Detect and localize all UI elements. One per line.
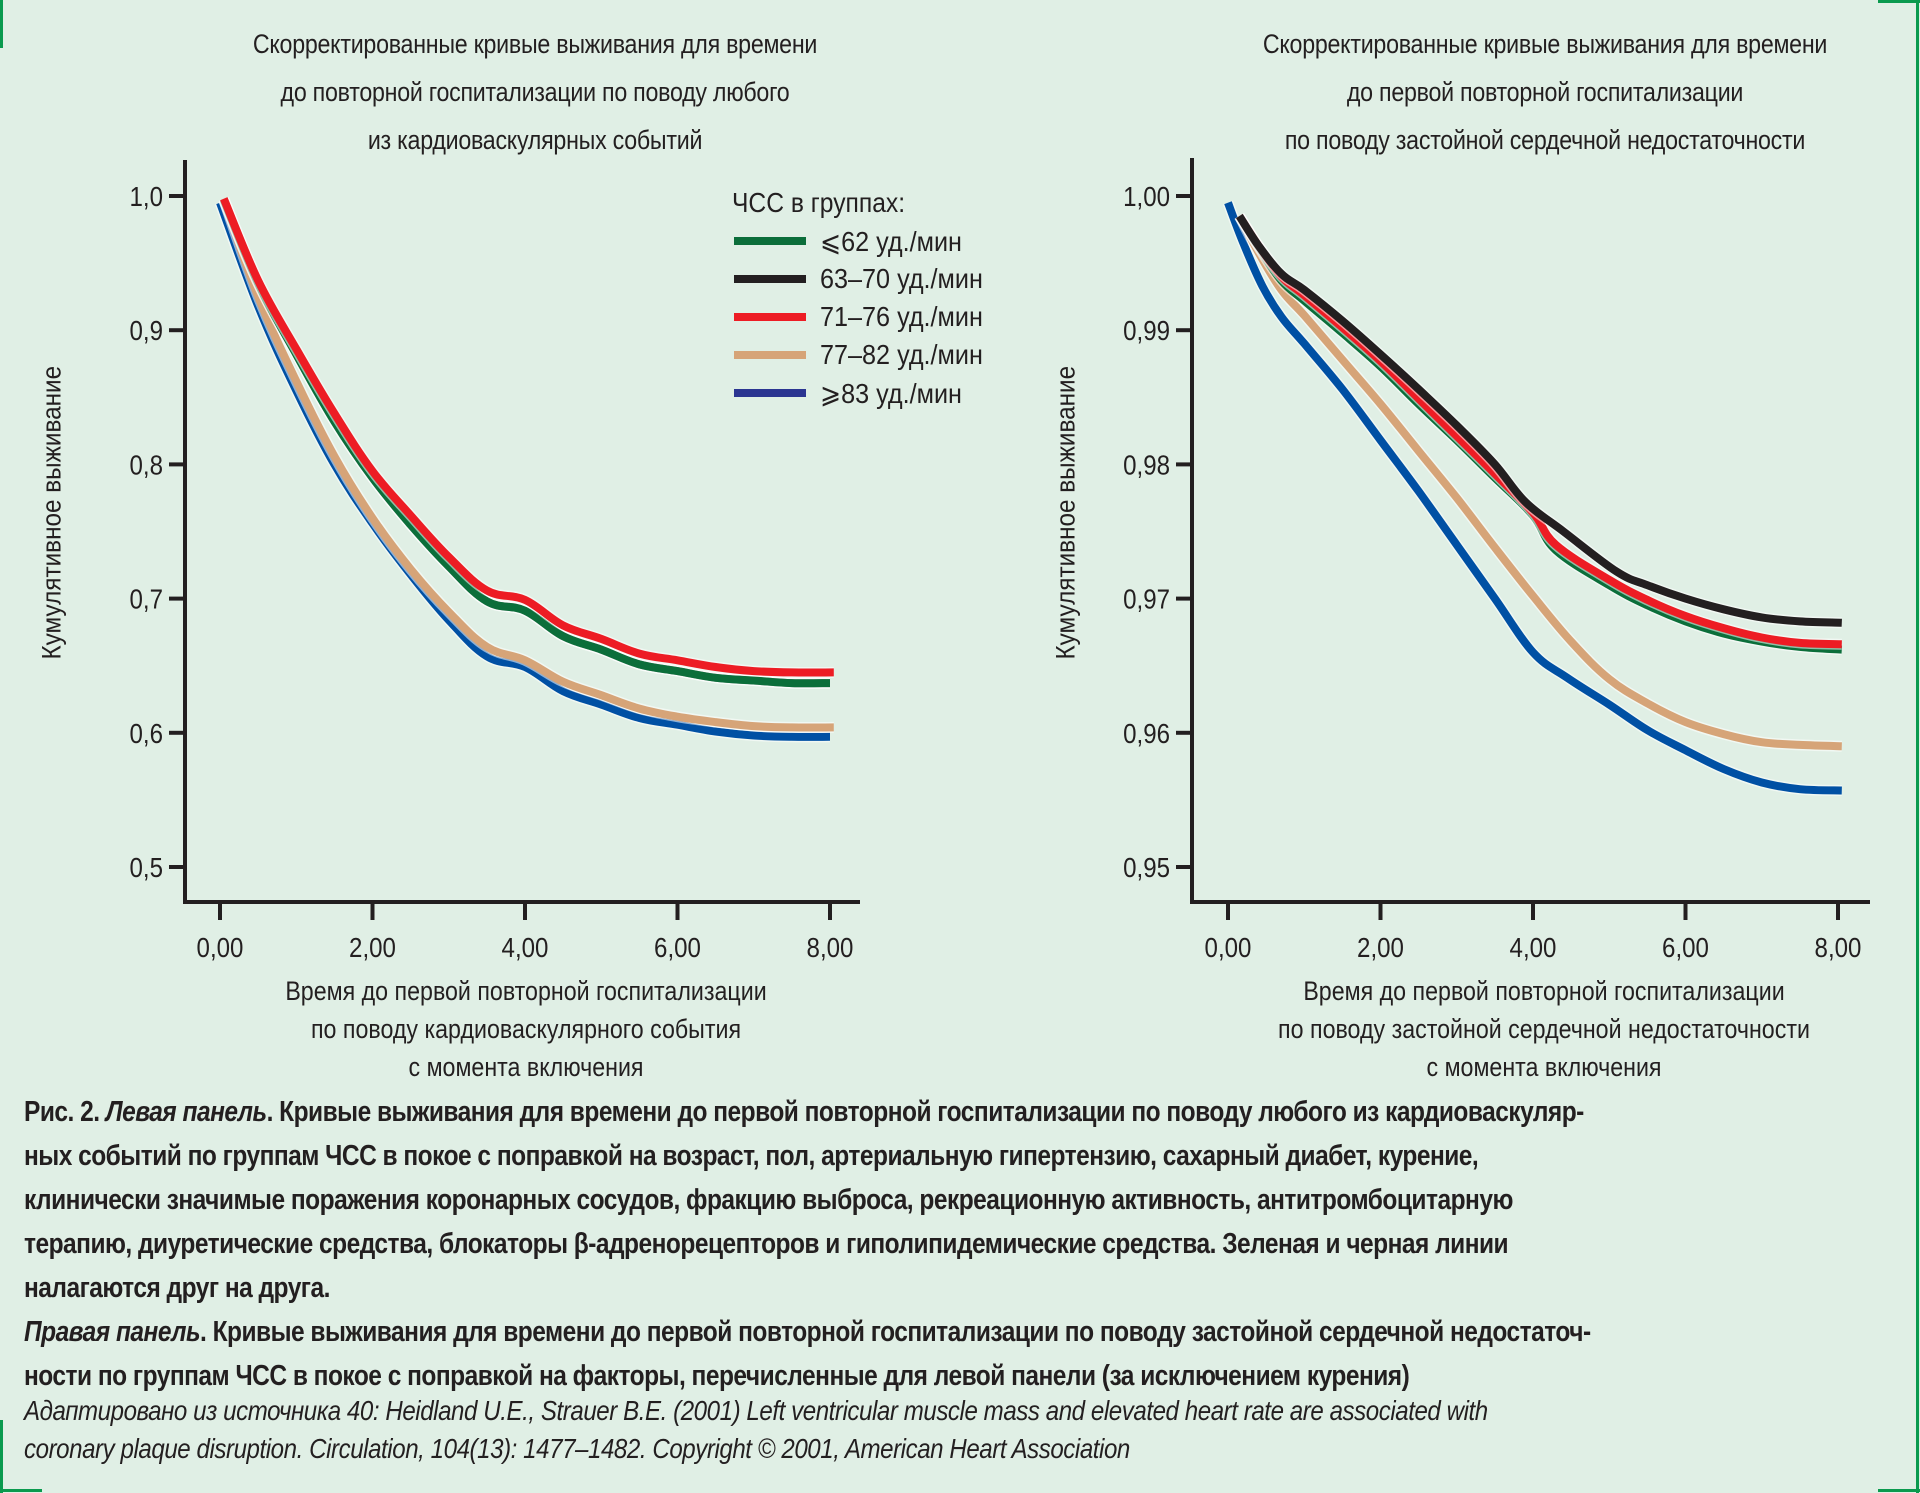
right-chart-title-line: по поводу застойной сердечной недостаточ… [1284,125,1806,155]
frame-corner-top-left [0,0,3,48]
series-halo-red [1234,213,1842,650]
y-tick-label: 1,0 [130,180,163,212]
series-halo-black [1234,213,1843,629]
legend-item: ⩾83 уд./мин [734,374,1001,412]
y-tick-label: 0,5 [130,851,163,883]
legend-swatch-green [734,237,806,245]
right-chart-title: Скорректированные кривые выживания для в… [1188,20,1902,164]
x-tick-label: 8,00 [1815,931,1862,963]
caption-line: Рис. 2. Левая панель. Кривые выживания д… [24,1090,1899,1134]
source-citation: Адаптировано из источника 40: Heidland U… [24,1392,1488,1468]
frame-corner-bottom-right [1878,1489,1920,1492]
x-tick-label: 4,00 [1510,931,1557,963]
frame-corner-right [1916,0,1919,1493]
legend-label: ⩾83 уд./мин [820,377,962,409]
x-tick-label: 6,00 [654,931,701,963]
caption-line: налагаются друг на друга. [24,1272,330,1304]
caption-line: клинически значимые поражения коронарных… [24,1184,1513,1216]
legend-item: 71–76 уд./мин [734,298,1001,336]
right-chart: 1,00 0,99 0,98 0,97 0,96 0,95 0,00 2,00 4,00 6,00… [1123,158,1870,963]
legend-label: 77–82 уд./мин [820,339,983,370]
legend-item: 63–70 уд./мин [734,260,1001,298]
x-tick-label: 0,00 [1205,931,1252,963]
y-tick-label: 0,9 [130,314,163,346]
figure-caption: Рис. 2. Левая панель. Кривые выживания д… [24,1090,1899,1398]
series-line-red [1236,213,1842,649]
x-tick-label: 2,00 [1357,931,1404,963]
left-chart-title-line: Скорректированные кривые выживания для в… [252,29,818,59]
left-x-axis-label-line: Время до первой повторной госпитализации [285,976,767,1006]
source-line: coronary plaque disruption. Circulation,… [24,1433,1130,1464]
left-chart: 1,0 0,9 0,8 0,7 0,6 0,5 0,00 2,00 4,00 6,00 8,00 [130,160,860,963]
y-tick-label: 0,95 [1123,851,1170,883]
caption-text: . Кривые выживания для времени до первой… [200,1316,1591,1348]
legend-item: ⩽62 уд./мин [734,222,1001,260]
x-tick-label: 6,00 [1662,931,1709,963]
y-tick-label: 0,98 [1123,449,1170,481]
left-chart-title-line: до повторной госпитализации по поводу лю… [280,77,790,107]
right-x-axis-label-line: с момента включения [1426,1052,1662,1082]
legend-item: 77–82 уд./мин [734,336,1001,374]
legend-title: ЧСС в группах: [732,187,906,218]
series-line-red [220,197,834,677]
caption-panel-label: Левая панель [105,1096,267,1128]
y-tick-label: 0,8 [130,449,163,481]
left-x-axis-label-line: по поводу кардиоваскулярного события [310,1014,742,1044]
series-halo-blue [1222,200,1842,796]
series-line-blue [1224,201,1842,795]
y-tick-label: 0,7 [130,583,163,615]
series-line-tan [1235,214,1842,751]
caption-line: ности по группам ЧСС в покое с поправкой… [24,1360,1410,1392]
legend-swatch-red [734,313,806,321]
caption-line: ных событий по группам ЧСС в покое с поп… [24,1140,1479,1172]
right-chart-title-line: до первой повторной госпитализации [1346,77,1744,107]
series-line-tan [220,198,834,732]
right-x-axis-label-line: Время до первой повторной госпитализации [1303,976,1785,1006]
legend-swatch-tan [734,351,806,359]
source-line: Адаптировано из источника 40: Heidland U… [24,1395,1488,1426]
legend-swatch-blue [734,389,806,397]
x-tick-label: 0,00 [197,931,244,963]
caption-text: . Кривые выживания для времени до первой… [266,1096,1585,1128]
y-tick-label: 0,6 [130,717,163,749]
legend-label: 63–70 уд./мин [820,263,983,294]
x-tick-label: 4,00 [502,931,549,963]
legend: ЧСС в группах: ⩽62 уд./мин 63–70 уд./мин… [732,184,1001,412]
caption-prefix: Рис. 2. [24,1096,106,1128]
left-x-axis-label: Время до первой повторной госпитализации… [225,972,827,1086]
frame-corner-bottom-left-h [0,1489,42,1492]
y-tick-label: 0,97 [1123,583,1170,615]
left-chart-title-line: из кардиоваскулярных событий [367,125,703,155]
left-x-axis-label-line: с момента включения [408,1052,644,1082]
y-tick-label: 0,99 [1123,314,1170,346]
x-tick-label: 8,00 [807,931,854,963]
right-chart-title-line: Скорректированные кривые выживания для в… [1262,29,1828,59]
x-tick-label: 2,00 [349,931,396,963]
caption-panel-label: Правая панель [24,1316,201,1348]
y-tick-label: 0,96 [1123,717,1170,749]
y-tick-label: 1,00 [1123,180,1170,212]
frame-corner-bottom-left [0,1420,3,1493]
caption-line: Правая панель. Кривые выживания для врем… [24,1310,1899,1354]
right-x-axis-label: Время до первой повторной госпитализации… [1243,972,1845,1086]
series-halo-green [1234,213,1843,656]
left-chart-title: Скорректированные кривые выживания для в… [178,20,892,164]
caption-line: терапию, диуретические средства, блокато… [24,1228,1509,1260]
frame-corner-top-right [1878,0,1920,3]
legend-swatch-black [734,275,806,283]
legend-label: 71–76 уд./мин [820,301,983,332]
series-line-black [1236,213,1842,627]
series-line-green [1236,213,1843,654]
right-x-axis-label-line: по поводу застойной сердечной недостаточ… [1278,1014,1810,1044]
legend-label: ⩽62 уд./мин [820,225,962,257]
